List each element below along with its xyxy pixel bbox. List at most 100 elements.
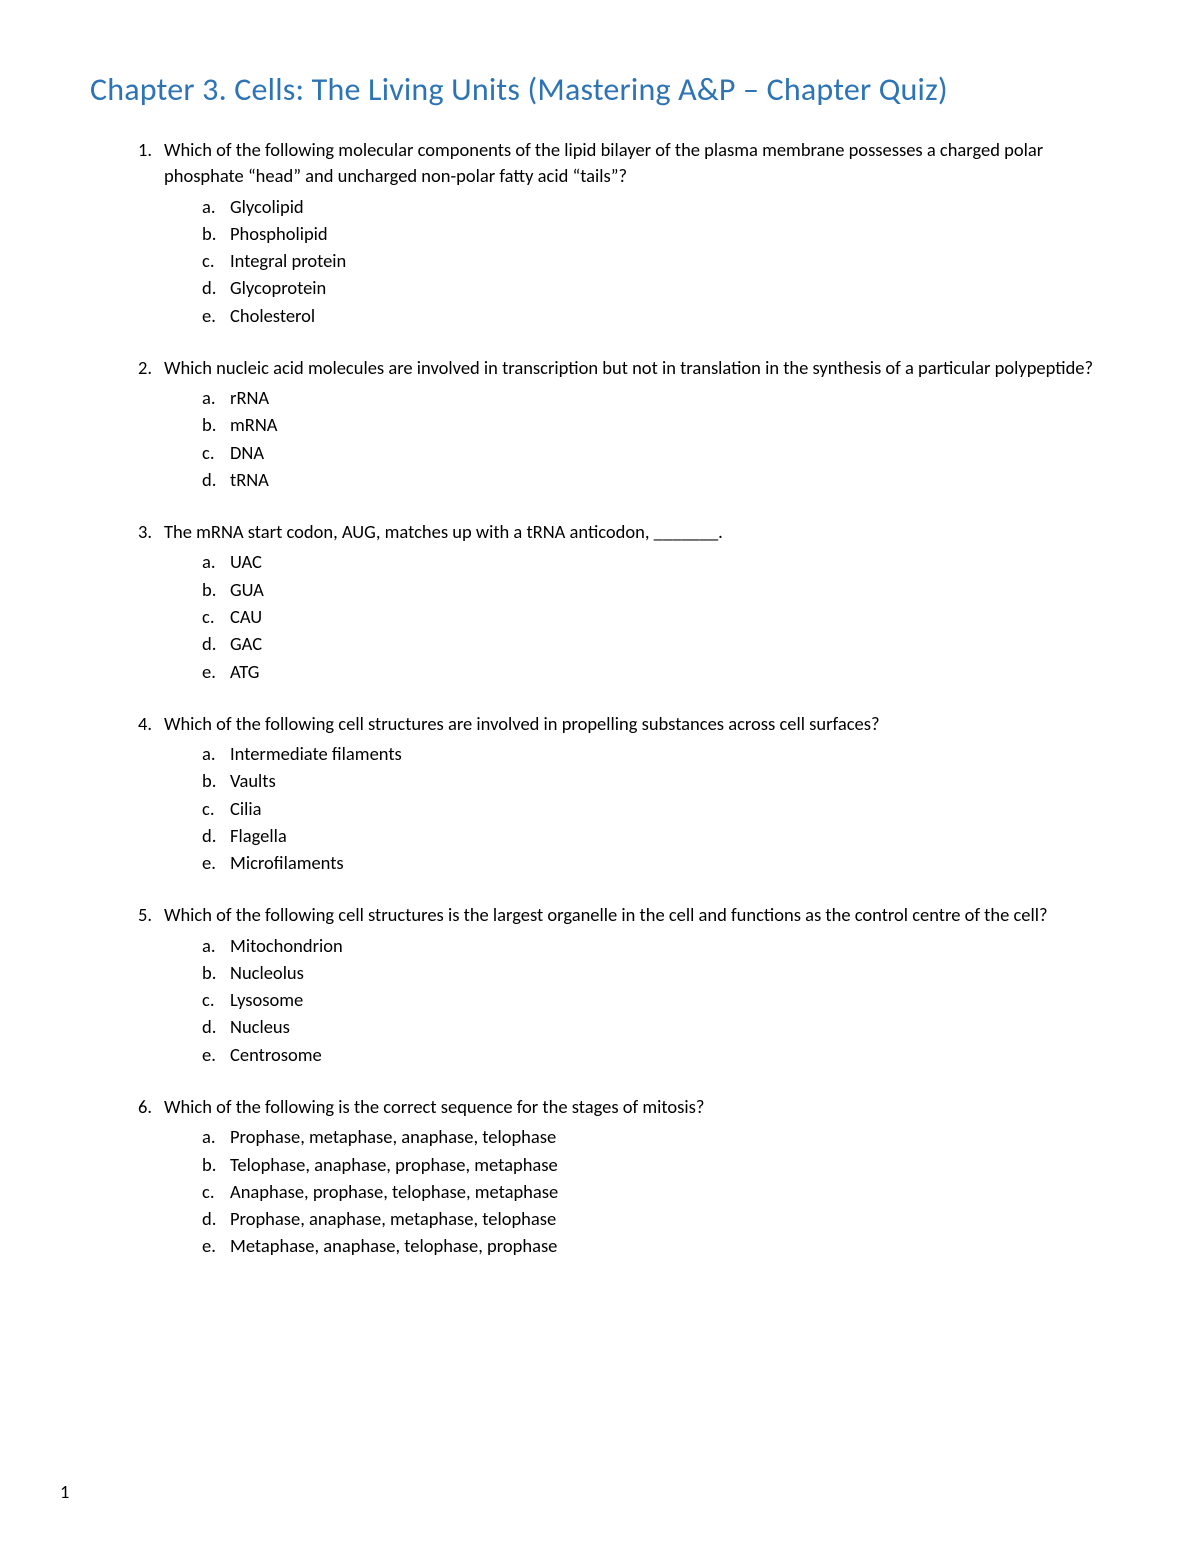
question-body: Which of the following cell structures i… xyxy=(164,902,1110,928)
question-text-row: 2. Which nucleic acid molecules are invo… xyxy=(138,355,1110,381)
option-letter: c. xyxy=(202,604,230,630)
option-text: Centrosome xyxy=(230,1042,1110,1068)
page-number: 1 xyxy=(60,1480,69,1503)
option-item: e.Cholesterol xyxy=(202,303,1110,329)
option-letter: e. xyxy=(202,1233,230,1259)
option-letter: b. xyxy=(202,960,230,986)
option-letter: c. xyxy=(202,440,230,466)
option-text: Integral protein xyxy=(230,248,1110,274)
option-item: d.tRNA xyxy=(202,467,1110,493)
option-text: CAU xyxy=(230,604,1110,630)
option-letter: b. xyxy=(202,1152,230,1178)
option-letter: d. xyxy=(202,1014,230,1040)
question-text-row: 1. Which of the following molecular comp… xyxy=(138,137,1110,190)
option-letter: a. xyxy=(202,549,230,575)
question-item: 3. The mRNA start codon, AUG, matches up… xyxy=(138,519,1110,685)
question-text-row: 3. The mRNA start codon, AUG, matches up… xyxy=(138,519,1110,545)
option-letter: a. xyxy=(202,933,230,959)
option-letter: e. xyxy=(202,659,230,685)
option-text: Glycolipid xyxy=(230,194,1110,220)
option-letter: b. xyxy=(202,577,230,603)
question-item: 2. Which nucleic acid molecules are invo… xyxy=(138,355,1110,493)
page-title: Chapter 3. Cells: The Living Units (Mast… xyxy=(90,70,1110,109)
option-item: b.Vaults xyxy=(202,768,1110,794)
option-letter: c. xyxy=(202,248,230,274)
option-item: d.Prophase, anaphase, metaphase, telopha… xyxy=(202,1206,1110,1232)
option-text: Mitochondrion xyxy=(230,933,1110,959)
option-text: Metaphase, anaphase, telophase, prophase xyxy=(230,1233,1110,1259)
option-text: Glycoprotein xyxy=(230,275,1110,301)
question-number: 5. xyxy=(138,902,164,928)
option-item: d.Glycoprotein xyxy=(202,275,1110,301)
option-text: Vaults xyxy=(230,768,1110,794)
option-item: c.CAU xyxy=(202,604,1110,630)
question-number: 2. xyxy=(138,355,164,381)
option-letter: a. xyxy=(202,1124,230,1150)
option-text: ATG xyxy=(230,659,1110,685)
option-letter: d. xyxy=(202,631,230,657)
option-text: Prophase, metaphase, anaphase, telophase xyxy=(230,1124,1110,1150)
option-item: a.Glycolipid xyxy=(202,194,1110,220)
option-letter: a. xyxy=(202,194,230,220)
option-item: b.Telophase, anaphase, prophase, metapha… xyxy=(202,1152,1110,1178)
option-text: Nucleus xyxy=(230,1014,1110,1040)
option-text: Cilia xyxy=(230,796,1110,822)
option-item: c.Cilia xyxy=(202,796,1110,822)
option-text: Anaphase, prophase, telophase, metaphase xyxy=(230,1179,1110,1205)
option-item: c.DNA xyxy=(202,440,1110,466)
option-text: Prophase, anaphase, metaphase, telophase xyxy=(230,1206,1110,1232)
question-item: 6. Which of the following is the correct… xyxy=(138,1094,1110,1260)
option-item: c.Integral protein xyxy=(202,248,1110,274)
option-letter: d. xyxy=(202,1206,230,1232)
option-text: Cholesterol xyxy=(230,303,1110,329)
option-text: Phospholipid xyxy=(230,221,1110,247)
option-item: a.UAC xyxy=(202,549,1110,575)
question-text-row: 5. Which of the following cell structure… xyxy=(138,902,1110,928)
options-list: a.UAC b.GUA c.CAU d.GAC e.ATG xyxy=(138,549,1110,684)
option-text: tRNA xyxy=(230,467,1110,493)
option-letter: b. xyxy=(202,412,230,438)
options-list: a.Intermediate filaments b.Vaults c.Cili… xyxy=(138,741,1110,876)
option-item: a.Intermediate filaments xyxy=(202,741,1110,767)
option-item: e.Centrosome xyxy=(202,1042,1110,1068)
option-letter: a. xyxy=(202,741,230,767)
question-body: Which of the following is the correct se… xyxy=(164,1094,1110,1120)
option-letter: d. xyxy=(202,275,230,301)
option-text: Microfilaments xyxy=(230,850,1110,876)
option-text: UAC xyxy=(230,549,1110,575)
option-item: c.Anaphase, prophase, telophase, metapha… xyxy=(202,1179,1110,1205)
question-body: Which of the following molecular compone… xyxy=(164,137,1110,190)
option-item: b.Nucleolus xyxy=(202,960,1110,986)
option-letter: b. xyxy=(202,768,230,794)
question-body: Which of the following cell structures a… xyxy=(164,711,1110,737)
option-item: b.Phospholipid xyxy=(202,221,1110,247)
question-item: 1. Which of the following molecular comp… xyxy=(138,137,1110,329)
option-text: GUA xyxy=(230,577,1110,603)
options-list: a.rRNA b.mRNA c.DNA d.tRNA xyxy=(138,385,1110,493)
option-item: d.GAC xyxy=(202,631,1110,657)
option-letter: e. xyxy=(202,303,230,329)
option-text: Nucleolus xyxy=(230,960,1110,986)
option-item: d.Nucleus xyxy=(202,1014,1110,1040)
questions-list: 1. Which of the following molecular comp… xyxy=(90,137,1110,1260)
question-number: 3. xyxy=(138,519,164,545)
option-item: d.Flagella xyxy=(202,823,1110,849)
question-text-row: 4. Which of the following cell structure… xyxy=(138,711,1110,737)
option-letter: e. xyxy=(202,850,230,876)
option-letter: d. xyxy=(202,467,230,493)
option-item: b.GUA xyxy=(202,577,1110,603)
question-number: 4. xyxy=(138,711,164,737)
option-text: Intermediate filaments xyxy=(230,741,1110,767)
option-letter: b. xyxy=(202,221,230,247)
option-letter: d. xyxy=(202,823,230,849)
option-item: a.Prophase, metaphase, anaphase, telopha… xyxy=(202,1124,1110,1150)
option-text: Lysosome xyxy=(230,987,1110,1013)
option-item: e.Metaphase, anaphase, telophase, propha… xyxy=(202,1233,1110,1259)
option-text: mRNA xyxy=(230,412,1110,438)
option-item: b.mRNA xyxy=(202,412,1110,438)
option-item: e.Microfilaments xyxy=(202,850,1110,876)
option-text: GAC xyxy=(230,631,1110,657)
question-number: 1. xyxy=(138,137,164,190)
options-list: a.Glycolipid b.Phospholipid c.Integral p… xyxy=(138,194,1110,329)
option-item: c.Lysosome xyxy=(202,987,1110,1013)
